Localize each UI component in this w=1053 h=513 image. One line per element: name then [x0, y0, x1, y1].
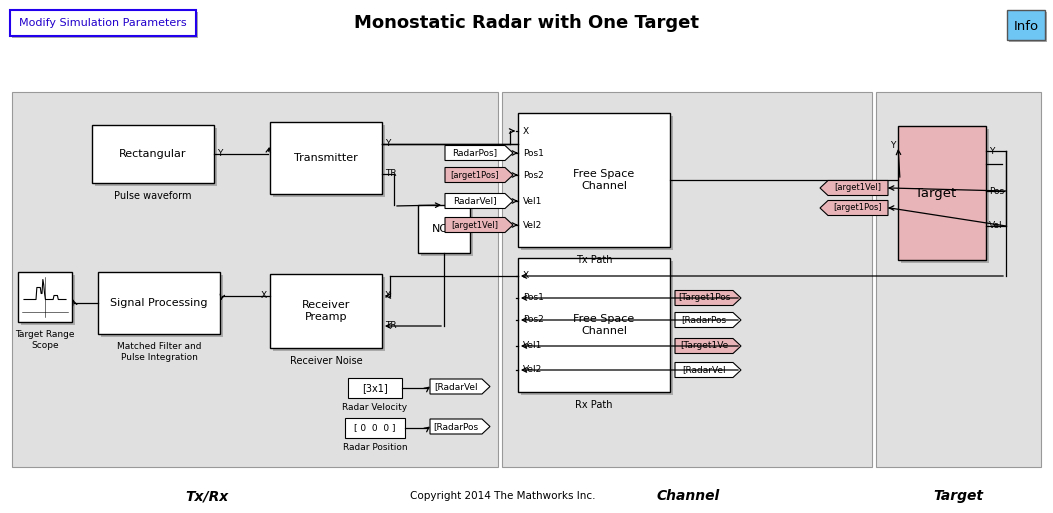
- Text: TR: TR: [385, 169, 397, 179]
- Bar: [521, 116, 673, 250]
- Bar: [1007, 10, 1045, 40]
- Bar: [418, 205, 470, 253]
- Bar: [9, 10, 196, 36]
- Bar: [21, 275, 75, 325]
- Text: [arget1Vel]: [arget1Vel]: [834, 184, 881, 192]
- Bar: [521, 261, 673, 395]
- Bar: [98, 272, 220, 334]
- Text: [RadarVel: [RadarVel: [682, 365, 726, 374]
- Text: [arget1Pos]: [arget1Pos]: [834, 204, 882, 212]
- Text: RadarPos]: RadarPos]: [453, 148, 498, 157]
- Bar: [273, 125, 385, 197]
- Text: Vel1: Vel1: [523, 342, 542, 350]
- Bar: [18, 272, 72, 322]
- Text: [RadarPos: [RadarPos: [434, 422, 478, 431]
- Bar: [898, 126, 986, 260]
- Text: Radar Velocity: Radar Velocity: [342, 403, 408, 411]
- Text: Rx Path: Rx Path: [575, 400, 613, 410]
- Text: X: X: [523, 271, 529, 281]
- Text: Target: Target: [933, 489, 984, 503]
- Text: X: X: [523, 127, 529, 135]
- Text: Vel: Vel: [989, 222, 1002, 230]
- Text: Matched Filter and
Pulse Integration: Matched Filter and Pulse Integration: [117, 342, 201, 362]
- Bar: [901, 129, 989, 263]
- Text: Monostatic Radar with One Target: Monostatic Radar with One Target: [354, 14, 698, 32]
- Text: Info: Info: [1013, 19, 1038, 32]
- Text: Y: Y: [989, 147, 994, 155]
- Text: Vel2: Vel2: [523, 221, 542, 229]
- Text: Free Space
Channel: Free Space Channel: [574, 314, 635, 336]
- Text: [Target1Pos: [Target1Pos: [678, 293, 730, 303]
- Bar: [518, 258, 670, 392]
- Text: [Target1Ve: [Target1Ve: [680, 342, 728, 350]
- Text: Y: Y: [385, 140, 391, 148]
- Text: Target: Target: [915, 187, 956, 200]
- Text: Copyright 2014 The Mathworks Inc.: Copyright 2014 The Mathworks Inc.: [411, 491, 596, 501]
- Text: NOT: NOT: [432, 224, 456, 234]
- Text: Tx Path: Tx Path: [576, 255, 612, 265]
- Polygon shape: [820, 201, 888, 215]
- Bar: [12, 12, 198, 38]
- Bar: [421, 208, 473, 256]
- Text: Receiver
Preamp: Receiver Preamp: [302, 300, 351, 322]
- Bar: [92, 125, 214, 183]
- Text: Signal Processing: Signal Processing: [111, 298, 207, 308]
- Text: [ 0  0  0 ]: [ 0 0 0 ]: [354, 424, 396, 432]
- Text: Y: Y: [217, 149, 222, 159]
- Polygon shape: [445, 193, 513, 208]
- Bar: [345, 418, 405, 438]
- Bar: [270, 122, 382, 194]
- Text: Free Space
Channel: Free Space Channel: [574, 169, 635, 191]
- Bar: [101, 275, 223, 337]
- Polygon shape: [675, 363, 741, 378]
- Polygon shape: [445, 146, 513, 161]
- Text: Pos: Pos: [989, 187, 1005, 195]
- Text: Pos1: Pos1: [523, 293, 544, 303]
- Bar: [273, 277, 385, 351]
- Text: [3x1]: [3x1]: [362, 383, 388, 393]
- Bar: [347, 378, 402, 398]
- Text: [arget1Pos]: [arget1Pos]: [451, 170, 499, 180]
- Text: TR: TR: [385, 322, 397, 330]
- Text: RadarVel]: RadarVel]: [453, 196, 497, 206]
- Polygon shape: [445, 218, 513, 232]
- Polygon shape: [675, 290, 741, 306]
- Text: Pulse waveform: Pulse waveform: [114, 191, 192, 201]
- Text: Tx/Rx: Tx/Rx: [185, 489, 229, 503]
- Polygon shape: [675, 312, 741, 327]
- Text: [RadarVel: [RadarVel: [434, 382, 478, 391]
- Text: Pos2: Pos2: [523, 170, 543, 180]
- Bar: [1009, 12, 1047, 42]
- Text: [RadarPos: [RadarPos: [681, 315, 727, 325]
- Bar: [502, 92, 872, 467]
- Polygon shape: [430, 379, 490, 394]
- Text: [arget1Vel]: [arget1Vel]: [452, 221, 498, 229]
- Text: X: X: [385, 291, 391, 301]
- Bar: [876, 92, 1041, 467]
- Polygon shape: [675, 339, 741, 353]
- Polygon shape: [430, 419, 490, 434]
- Text: Y: Y: [890, 142, 895, 150]
- Bar: [270, 274, 382, 348]
- Bar: [95, 128, 217, 186]
- Text: Radar Position: Radar Position: [342, 443, 408, 451]
- Text: Pos1: Pos1: [523, 148, 544, 157]
- Bar: [518, 113, 670, 247]
- Polygon shape: [445, 168, 513, 183]
- Text: Vel2: Vel2: [523, 365, 542, 374]
- Polygon shape: [820, 181, 888, 195]
- Bar: [12, 92, 498, 467]
- Text: Target Range
Scope: Target Range Scope: [15, 330, 75, 350]
- Text: Channel: Channel: [656, 489, 719, 503]
- Text: Vel1: Vel1: [523, 196, 542, 206]
- Text: Pos2: Pos2: [523, 315, 543, 325]
- Text: Transmitter: Transmitter: [294, 153, 358, 163]
- Text: Rectangular: Rectangular: [119, 149, 186, 159]
- Text: X: X: [261, 291, 267, 301]
- Text: Receiver Noise: Receiver Noise: [290, 356, 362, 366]
- Text: Modify Simulation Parameters: Modify Simulation Parameters: [19, 18, 186, 28]
